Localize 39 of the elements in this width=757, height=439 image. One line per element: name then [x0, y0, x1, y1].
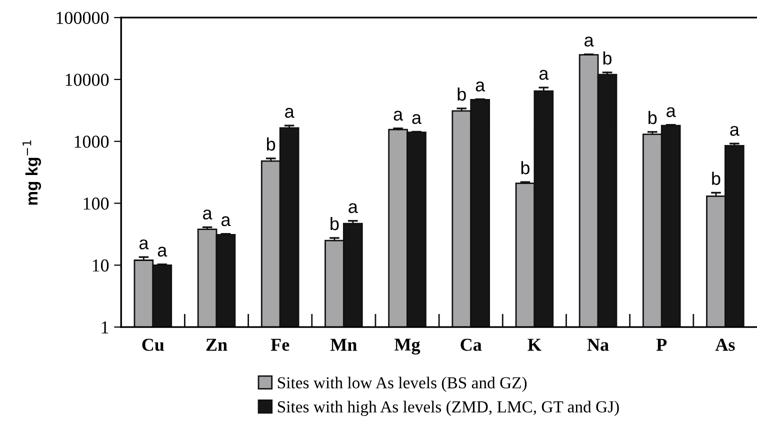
legend-label: Sites with high As levels (ZMD, LMC, GT and GJ) [278, 400, 619, 416]
x-tick-label: Na [587, 338, 609, 351]
x-tick-label: Mg [394, 338, 420, 355]
annotation: b [521, 161, 530, 174]
annotation: a [412, 114, 422, 124]
x-tick-label: P [656, 338, 667, 351]
y-axis-title: mg kg$^{−1}$ [22, 140, 42, 205]
annotation: b [603, 51, 612, 65]
x-tick-label: Ca [460, 338, 482, 351]
x-tick-label: Zn [206, 338, 228, 351]
annotation: a [348, 203, 358, 214]
y-tick-label: 10000 [66, 74, 109, 86]
annotation: b [458, 87, 466, 101]
legend-label: Sites with low As levels (BS and GZ) [278, 376, 527, 392]
annotation: a [666, 107, 676, 118]
x-tick-label: Fe [270, 338, 290, 351]
annotation: a [584, 36, 594, 47]
y-tick-label: 100 [84, 198, 109, 210]
annotation: a [139, 239, 149, 250]
x-tick-label: Mn [330, 338, 357, 351]
y-tick-label: 1000 [74, 136, 109, 148]
x-tick-label: K [528, 338, 542, 351]
annotation: a [476, 82, 486, 92]
annotation: b [712, 172, 720, 185]
x-tick-label: Cu [142, 338, 164, 351]
y-tick-label: 1 [102, 321, 108, 334]
annotation: b [330, 216, 339, 230]
annotation: a [539, 70, 549, 80]
annotation: a [203, 210, 212, 220]
y-tick-label: 10 [92, 259, 109, 272]
annotation: a [730, 126, 740, 136]
annotation: a [158, 246, 168, 257]
x-tick-label: As [715, 338, 735, 351]
annotation: a [221, 216, 231, 226]
annotation: a [285, 108, 294, 118]
annotation: b [648, 110, 657, 124]
annotation: a [394, 110, 404, 121]
annotation: b [267, 137, 276, 151]
y-tick-label: 100000 [56, 12, 109, 24]
